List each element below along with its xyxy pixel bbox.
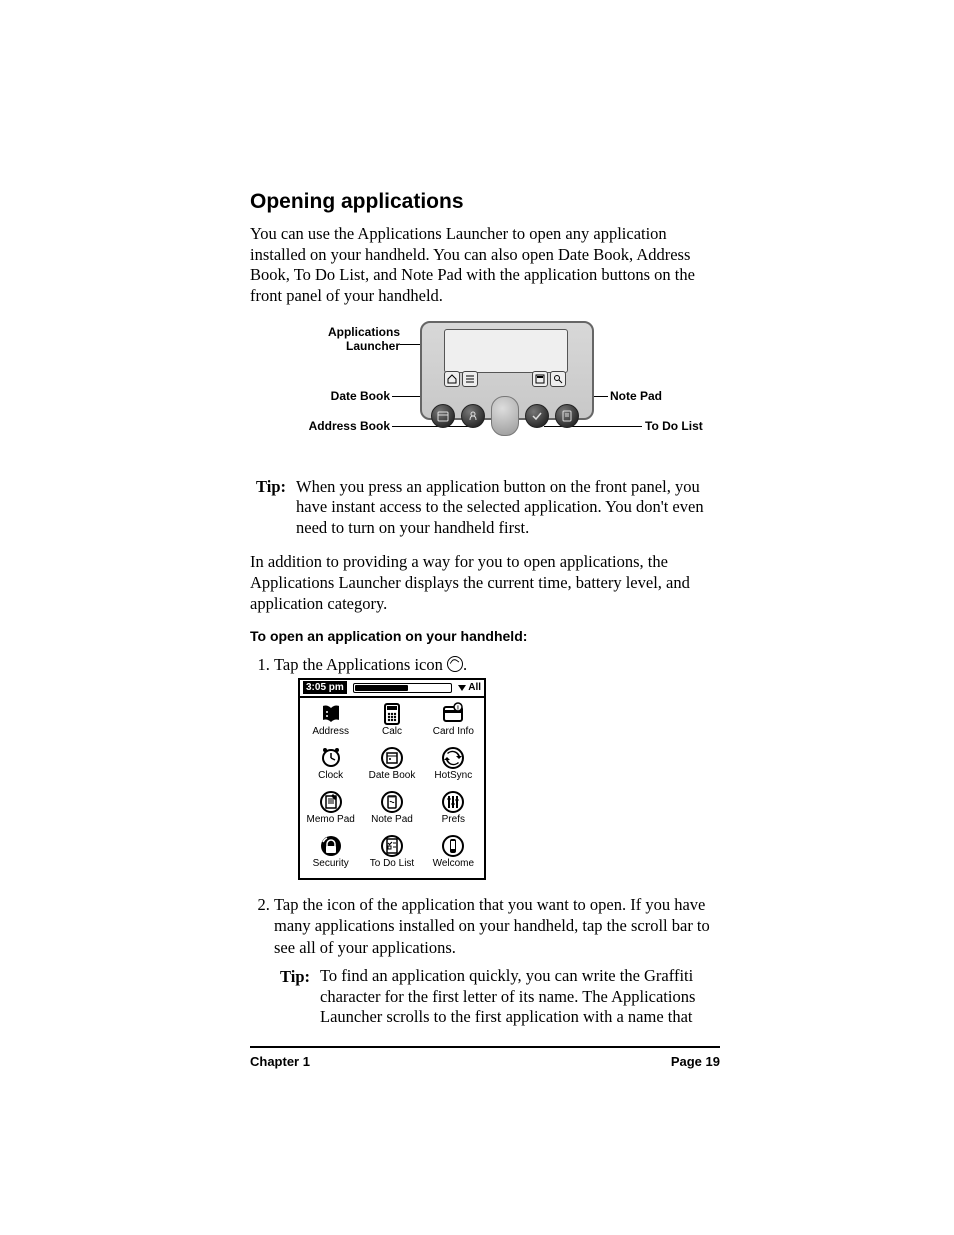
notepad-icon (380, 790, 404, 814)
app-todolist: To Do List (361, 834, 422, 876)
step-2: Tap the icon of the application that you… (274, 894, 720, 1028)
app-label: Note Pad (371, 815, 413, 825)
app-label: HotSync (434, 771, 472, 781)
cardinfo-icon: i (441, 702, 465, 726)
label-applications: Applications (328, 325, 400, 339)
label-address-book: Address Book (250, 419, 390, 433)
launcher-category: All (458, 681, 481, 694)
launcher-category-label: All (468, 681, 481, 694)
app-label: Calc (382, 727, 402, 737)
todo-button-icon (525, 404, 549, 428)
find-icon (550, 371, 566, 387)
procedure-steps: Tap the Applications icon . 3:05 pm All … (250, 654, 720, 1028)
tip-text: To find an application quickly, you can … (320, 966, 720, 1028)
app-label: Memo Pad (306, 815, 354, 825)
dropdown-icon (458, 685, 466, 691)
footer-rule (250, 1046, 720, 1048)
footer-page: Page 19 (671, 1054, 720, 1069)
tip-label: Tip: (250, 477, 286, 539)
app-label: Security (313, 859, 349, 869)
label-date-book: Date Book (290, 389, 390, 403)
applications-icon (447, 656, 463, 672)
app-clock: Clock (300, 746, 361, 788)
scroll-rocker (491, 396, 519, 436)
device-diagram: Applications Launcher Date Book Address … (250, 321, 720, 451)
app-label: Date Book (369, 771, 416, 781)
footer-chapter: Chapter 1 (250, 1054, 310, 1069)
app-prefs: Prefs (423, 790, 484, 832)
datebook-button-icon (431, 404, 455, 428)
step-1: Tap the Applications icon . 3:05 pm All … (274, 654, 720, 879)
calc-icon (532, 371, 548, 387)
datebook-icon (380, 746, 404, 770)
calc-icon (380, 702, 404, 726)
procedure-heading: To open an application on your handheld: (250, 628, 720, 644)
intro-paragraph: You can use the Applications Launcher to… (250, 224, 720, 307)
app-label: Prefs (442, 815, 465, 825)
app-label: Clock (318, 771, 343, 781)
silk-buttons (444, 371, 566, 389)
app-label: Address (312, 727, 349, 737)
launcher-app-grid: Address Calc iCard Info Clock Date Book HotSy… (300, 698, 484, 878)
notepad-button-icon (555, 404, 579, 428)
address-button-icon (461, 404, 485, 428)
app-security: Security (300, 834, 361, 876)
security-icon (319, 834, 343, 858)
device-illustration (420, 321, 590, 441)
tip-text: When you press an application button on … (296, 477, 720, 539)
hotsync-icon (441, 746, 465, 770)
app-cardinfo: iCard Info (423, 702, 484, 744)
app-label: Welcome (433, 859, 475, 869)
tip-block: Tip: To find an application quickly, you… (274, 966, 720, 1028)
page: Opening applications You can use the App… (0, 0, 954, 1235)
label-note-pad: Note Pad (610, 389, 662, 403)
label-applications-launcher: Applications Launcher (280, 325, 400, 353)
step-2-text: Tap the icon of the application that you… (274, 895, 710, 957)
device-screen (444, 329, 568, 373)
memopad-icon (319, 790, 343, 814)
app-hotsync: HotSync (423, 746, 484, 788)
clock-icon (319, 746, 343, 770)
welcome-icon (441, 834, 465, 858)
launcher-topbar: 3:05 pm All (300, 680, 484, 698)
battery-icon (353, 683, 452, 693)
app-welcome: Welcome (423, 834, 484, 876)
app-label: To Do List (370, 859, 414, 869)
app-notepad: Note Pad (361, 790, 422, 832)
home-icon (444, 371, 460, 387)
label-to-do-list: To Do List (645, 419, 703, 433)
app-label: Card Info (433, 727, 474, 737)
todolist-icon (380, 834, 404, 858)
label-launcher: Launcher (346, 339, 400, 353)
page-footer: Chapter 1 Page 19 (250, 1054, 720, 1069)
app-memopad: Memo Pad (300, 790, 361, 832)
section-heading: Opening applications (250, 190, 720, 214)
launcher-time: 3:05 pm (303, 681, 347, 694)
app-address: Address (300, 702, 361, 744)
paragraph: In addition to providing a way for you t… (250, 552, 720, 614)
address-icon (319, 702, 343, 726)
app-calc: Calc (361, 702, 422, 744)
step-1-text-post: . (463, 655, 467, 674)
prefs-icon (441, 790, 465, 814)
launcher-screenshot: 3:05 pm All Address Calc iCard Info Clock Da… (298, 678, 486, 880)
tip-block: Tip: When you press an application butto… (250, 477, 720, 539)
app-datebook: Date Book (361, 746, 422, 788)
hardware-buttons (420, 393, 590, 439)
menu-icon (462, 371, 478, 387)
step-1-text-pre: Tap the Applications icon (274, 655, 447, 674)
tip-label: Tip: (274, 966, 310, 1028)
content-column: Opening applications You can use the App… (250, 190, 720, 1042)
